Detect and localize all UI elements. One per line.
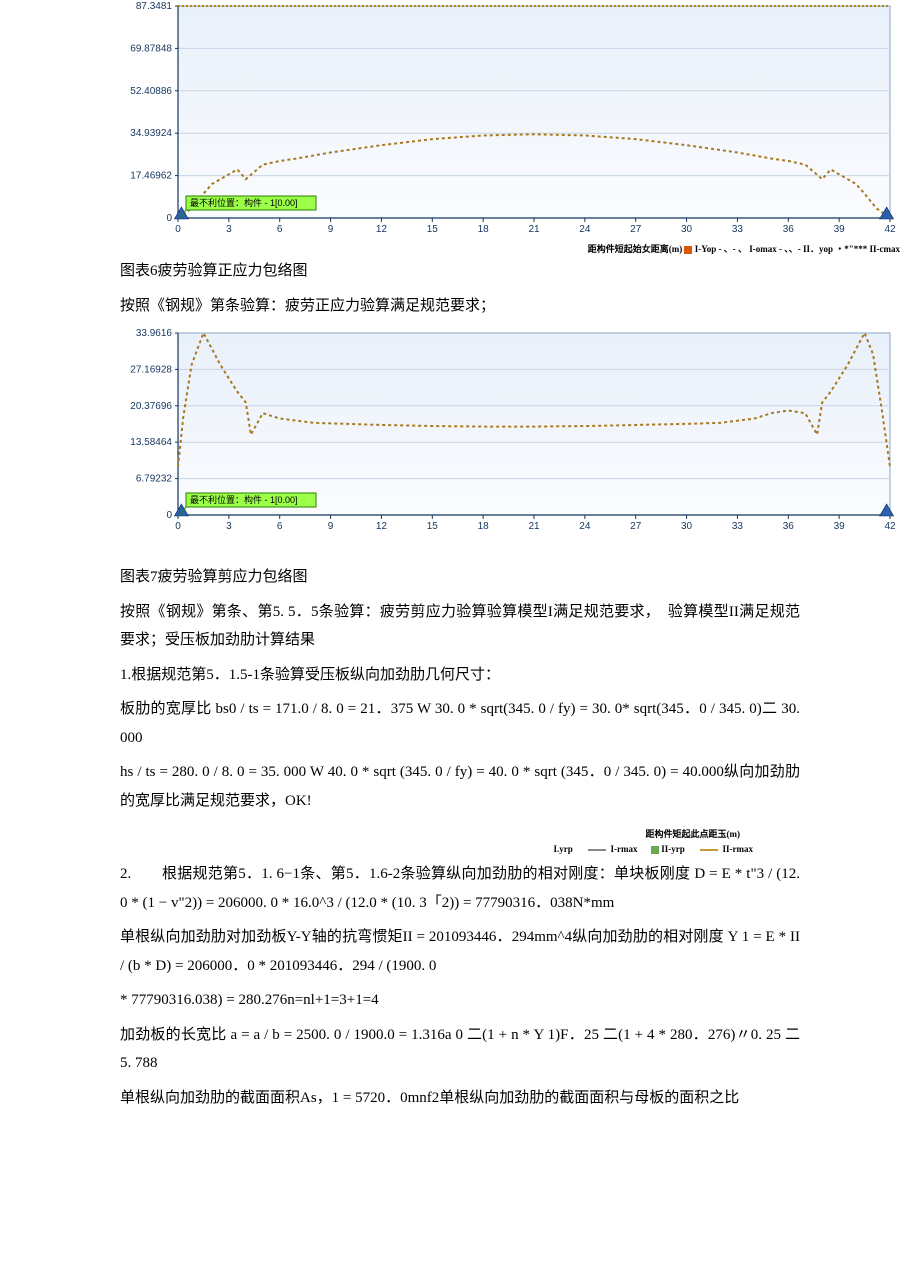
svg-text:27: 27 — [630, 224, 642, 235]
svg-text:27: 27 — [630, 521, 642, 532]
paragraph-3: 1.根据规范第5．1.5-1条验算受压板纵向加劲肋几何尺寸： — [120, 661, 800, 690]
paragraph-4: 板肋的宽厚比 bs0 / ts = 171.0 / 8. 0 = 21．375 … — [120, 695, 800, 752]
svg-text:27.16928: 27.16928 — [130, 364, 172, 375]
svg-text:21: 21 — [528, 224, 540, 235]
svg-text:34.93924: 34.93924 — [130, 128, 172, 139]
svg-text:33.9616: 33.9616 — [136, 328, 173, 339]
svg-text:6: 6 — [277, 224, 283, 235]
svg-text:87.3481: 87.3481 — [136, 1, 173, 12]
paragraph-1: 按照《钢规》第条验算：疲劳正应力验算满足规范要求； — [120, 292, 800, 321]
fatigue-shear-stress-chart: 33.9616 27.16928 20.37696 13.58464 6.79232 00… — [120, 327, 900, 537]
svg-text:42: 42 — [884, 224, 896, 235]
svg-text:9: 9 — [328, 224, 334, 235]
chart2-caption: 图表7疲劳验算剪应力包络图 — [120, 565, 920, 586]
svg-text:最不利位置：构件 - 1[0.00]: 最不利位置：构件 - 1[0.00] — [190, 494, 298, 505]
svg-text:0: 0 — [166, 213, 172, 224]
paragraph-9: 加劲板的长宽比 a = a / b = 2500. 0 / 1900.0 = 1… — [120, 1021, 800, 1078]
svg-text:24: 24 — [579, 521, 591, 532]
paragraph-6: 2. 根据规范第5．1. 6−1条、第5．1.6-2条验算纵向加劲肋的相对刚度：… — [120, 860, 800, 917]
svg-text:52.40886: 52.40886 — [130, 86, 172, 97]
chart1-caption: 图表6疲劳验算正应力包络图 — [120, 259, 920, 280]
paragraph-2: 按照《钢规》第条、第5. 5．5条验算：疲劳剪应力验算验算模型I满足规范要求， … — [120, 598, 800, 655]
svg-text:36: 36 — [783, 521, 795, 532]
svg-text:0: 0 — [175, 521, 181, 532]
legend-distance-label: 距构件矩起此点距玉(m) — [0, 827, 740, 840]
svg-text:69.87848: 69.87848 — [130, 43, 172, 54]
svg-text:0: 0 — [166, 510, 172, 521]
svg-text:13.58464: 13.58464 — [130, 437, 172, 448]
paragraph-7: 单根纵向加劲肋对加劲板Y-Y轴的抗弯惯矩II = 201093446．294mm… — [120, 923, 800, 980]
paragraph-8: * 77790316.038) = 280.276n=nl+1=3+1=4 — [120, 986, 800, 1015]
svg-text:最不利位置：构件 - 1[0.00]: 最不利位置：构件 - 1[0.00] — [190, 197, 298, 208]
svg-text:15: 15 — [427, 224, 439, 235]
svg-text:21: 21 — [528, 521, 540, 532]
svg-text:20.37696: 20.37696 — [130, 400, 172, 411]
svg-text:6.79232: 6.79232 — [136, 473, 173, 484]
svg-text:24: 24 — [579, 224, 591, 235]
svg-text:15: 15 — [427, 521, 439, 532]
fatigue-normal-stress-chart: 87.3481 69.87848 52.40886 34.93924 17.46962 0… — [120, 0, 900, 240]
svg-text:18: 18 — [478, 224, 490, 235]
svg-text:30: 30 — [681, 521, 693, 532]
svg-text:17.46962: 17.46962 — [130, 171, 172, 182]
svg-text:39: 39 — [834, 224, 846, 235]
svg-text:3: 3 — [226, 224, 232, 235]
svg-text:36: 36 — [783, 224, 795, 235]
svg-text:0: 0 — [175, 224, 181, 235]
svg-text:18: 18 — [478, 521, 490, 532]
svg-text:39: 39 — [834, 521, 846, 532]
svg-text:42: 42 — [884, 521, 896, 532]
svg-text:33: 33 — [732, 224, 744, 235]
svg-text:33: 33 — [732, 521, 744, 532]
svg-text:6: 6 — [277, 521, 283, 532]
paragraph-10: 单根纵向加劲肋的截面面积As，1 = 5720．0mnf2单根纵向加劲肋的截面面… — [120, 1084, 800, 1113]
svg-text:9: 9 — [328, 521, 334, 532]
svg-text:3: 3 — [226, 521, 232, 532]
legend-row-2: I.yrp I-rmax II-yrp II-rmax — [400, 844, 920, 854]
paragraph-5: hs / ts = 280. 0 / 8. 0 = 35. 000 W 40. … — [120, 758, 800, 815]
svg-text:30: 30 — [681, 224, 693, 235]
svg-text:12: 12 — [376, 521, 388, 532]
chart1-legend: 距构件短起始女距离(m) I-Yop - 、- 、 I-omax - 、、- I… — [0, 242, 900, 255]
svg-text:12: 12 — [376, 224, 388, 235]
